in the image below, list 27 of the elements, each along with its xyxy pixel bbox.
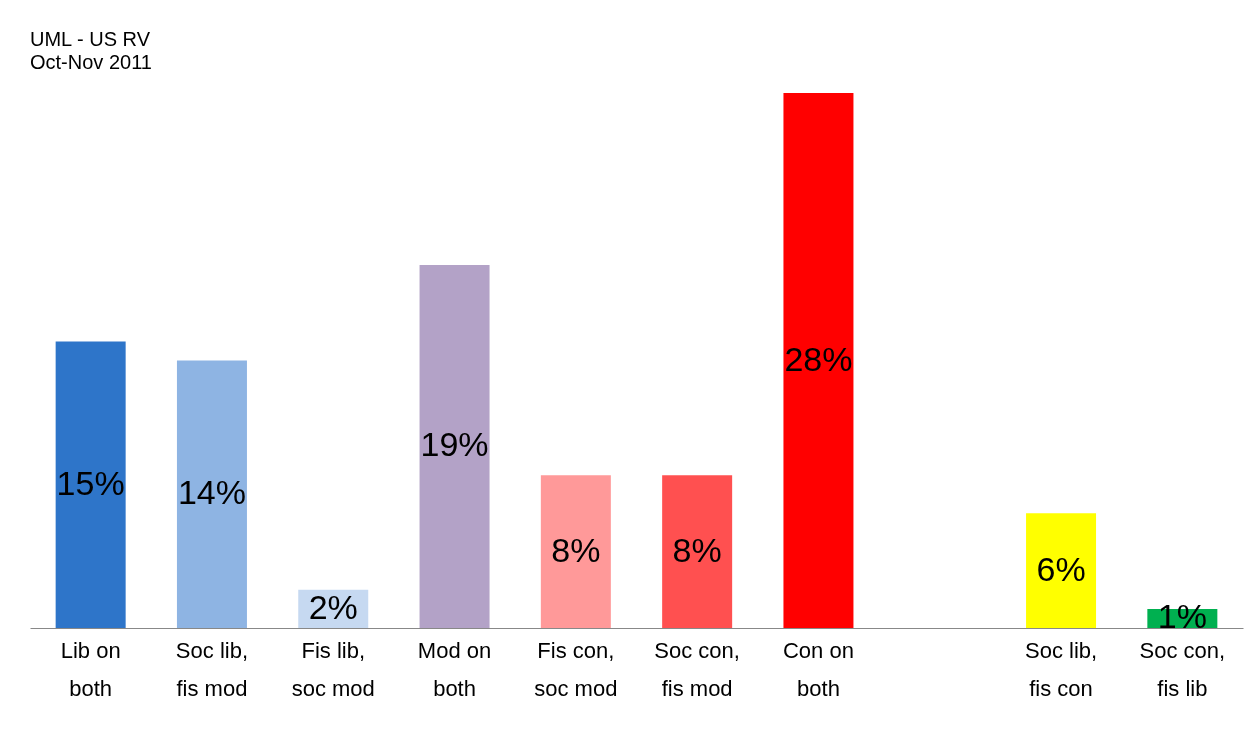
x-tick-label: Mod on both — [417, 637, 492, 701]
x-tick-label: Soc lib, fis con — [1024, 637, 1098, 701]
chart-subtitle: Oct-Nov 2011 — [30, 51, 152, 73]
x-tick-label: Fis lib, soc mod — [291, 637, 375, 701]
data-label: 15% — [56, 463, 125, 502]
data-label: 28% — [784, 339, 853, 378]
data-label: 14% — [177, 473, 246, 512]
x-tick-label: Lib on both — [60, 637, 121, 701]
bar — [419, 264, 490, 628]
x-tick-label: Soc con, fis mod — [654, 637, 740, 701]
x-tick-label: Soc lib, fis mod — [175, 637, 249, 701]
data-label: 2% — [308, 587, 358, 626]
data-label: 1% — [1157, 597, 1207, 636]
x-tick-label: Soc con, fis lib — [1139, 637, 1226, 701]
bar — [176, 360, 247, 628]
bar — [662, 475, 733, 628]
data-label: 8% — [551, 530, 601, 569]
data-label: 8% — [672, 530, 722, 569]
data-label: 19% — [420, 425, 489, 464]
data-label: 6% — [1036, 549, 1086, 588]
bar — [1026, 513, 1097, 628]
x-tick-label: Fis con, soc mod — [534, 637, 618, 701]
chart-title: UML - US RV — [30, 28, 151, 50]
bar — [540, 475, 611, 628]
bar — [783, 93, 854, 628]
bar — [55, 341, 126, 628]
x-tick-label: Con on both — [782, 637, 854, 701]
